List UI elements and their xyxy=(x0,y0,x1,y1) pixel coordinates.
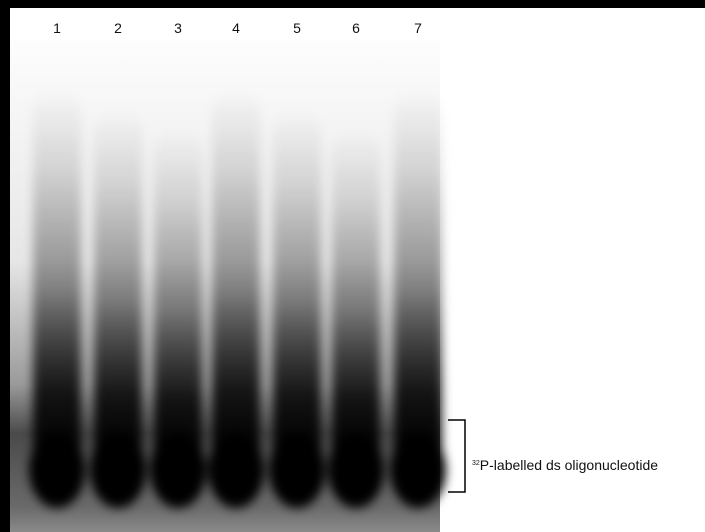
lane xyxy=(94,110,142,490)
band xyxy=(90,432,146,508)
band xyxy=(269,432,325,508)
bracket xyxy=(448,419,466,493)
band xyxy=(390,432,446,508)
left-border xyxy=(0,0,10,532)
band xyxy=(208,432,264,508)
lane-label: 1 xyxy=(53,20,61,36)
lane xyxy=(273,110,321,490)
annotation-text: P-labelled ds oligonucleotide xyxy=(480,457,658,473)
lane xyxy=(154,130,202,490)
annotation: 32P-labelled ds oligonucleotide xyxy=(472,457,658,473)
top-border xyxy=(0,0,705,8)
band xyxy=(29,432,85,508)
band xyxy=(150,432,206,508)
lane xyxy=(332,130,380,490)
lane-label: 7 xyxy=(414,20,422,36)
band xyxy=(328,432,384,508)
lane xyxy=(33,90,81,490)
superscript: 32 xyxy=(472,460,480,467)
lane-label: 4 xyxy=(232,20,240,36)
lane-group xyxy=(29,90,446,508)
lane-label: 5 xyxy=(293,20,301,36)
lane-label: 6 xyxy=(352,20,360,36)
lane xyxy=(212,90,260,490)
lane-label: 3 xyxy=(174,20,182,36)
lane-label: 2 xyxy=(114,20,122,36)
lane xyxy=(394,90,442,490)
